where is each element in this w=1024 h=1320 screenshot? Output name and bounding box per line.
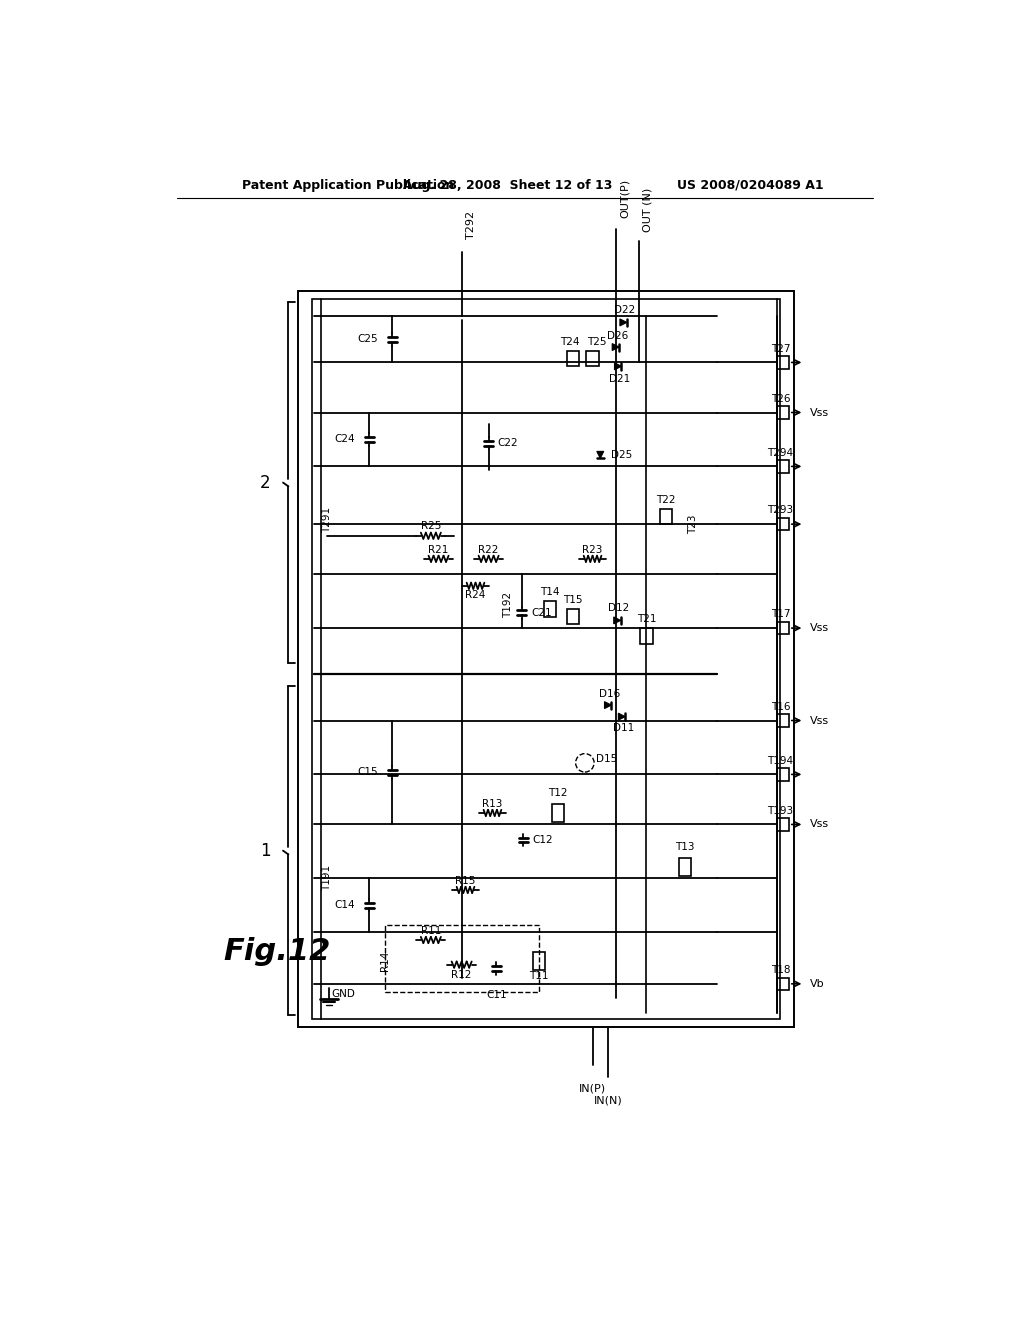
Text: T27: T27 [771, 343, 791, 354]
Bar [640, 628, 652, 644]
Text: T22: T22 [656, 495, 676, 504]
Text: R25: R25 [421, 521, 441, 532]
Text: 1: 1 [260, 842, 270, 859]
Text: R21: R21 [428, 545, 449, 554]
Text: 2: 2 [260, 474, 270, 491]
Text: C24: C24 [335, 434, 355, 445]
Polygon shape [613, 616, 621, 624]
Text: T18: T18 [771, 965, 791, 975]
Text: Vb: Vb [810, 979, 824, 989]
Text: C14: C14 [335, 900, 355, 911]
Bar [385, 924, 539, 991]
Text: R23: R23 [583, 545, 603, 554]
Text: IN(P): IN(P) [579, 1084, 606, 1093]
Bar [312, 298, 780, 1019]
Polygon shape [618, 713, 626, 721]
Text: T292: T292 [466, 211, 475, 239]
Text: D26: D26 [606, 331, 628, 342]
Text: US 2008/0204089 A1: US 2008/0204089 A1 [677, 178, 823, 191]
Text: R12: R12 [452, 970, 472, 981]
Text: R14: R14 [380, 950, 390, 972]
Text: R24: R24 [465, 590, 485, 601]
Bar [776, 407, 788, 418]
Text: T23: T23 [688, 515, 697, 533]
Polygon shape [604, 702, 611, 709]
Text: C11: C11 [486, 990, 507, 1001]
Text: Aug. 28, 2008  Sheet 12 of 13: Aug. 28, 2008 Sheet 12 of 13 [403, 178, 612, 191]
Text: Vss: Vss [810, 408, 828, 417]
Text: Vss: Vss [810, 715, 828, 726]
Polygon shape [620, 319, 627, 326]
Bar [552, 804, 564, 822]
Bar [532, 952, 545, 970]
Bar [776, 978, 788, 990]
Polygon shape [597, 451, 604, 458]
Text: C22: C22 [498, 438, 518, 449]
Text: C15: C15 [357, 767, 379, 777]
Text: D12: D12 [608, 603, 630, 612]
Text: T17: T17 [771, 610, 791, 619]
Bar [587, 351, 599, 367]
Text: Vss: Vss [810, 623, 828, 634]
Text: OUT(P): OUT(P) [620, 180, 630, 218]
Bar [298, 290, 795, 1027]
Text: T12: T12 [548, 788, 567, 797]
Bar [659, 508, 672, 524]
Bar [776, 768, 788, 780]
Bar [776, 517, 788, 531]
Bar [567, 351, 580, 367]
Text: T14: T14 [541, 587, 560, 597]
Bar [776, 356, 788, 368]
Text: T294: T294 [767, 447, 794, 458]
Text: T26: T26 [771, 393, 791, 404]
Text: T13: T13 [675, 842, 694, 851]
Text: R13: R13 [482, 799, 503, 809]
Text: D21: D21 [609, 374, 630, 384]
Text: R11: R11 [421, 925, 441, 936]
Text: T25: T25 [587, 337, 606, 347]
Bar [776, 818, 788, 830]
Text: T21: T21 [637, 614, 656, 624]
Text: D22: D22 [614, 305, 636, 315]
Text: T191: T191 [322, 866, 332, 891]
Bar [679, 858, 691, 876]
Text: C12: C12 [532, 834, 553, 845]
Bar [776, 714, 788, 726]
Text: T24: T24 [560, 337, 580, 347]
Text: D16: D16 [599, 689, 621, 698]
Text: R22: R22 [478, 545, 499, 554]
Text: Fig.12: Fig.12 [223, 937, 331, 966]
Polygon shape [612, 343, 620, 351]
Text: D15: D15 [596, 754, 617, 764]
Polygon shape [614, 363, 622, 370]
Text: GND: GND [332, 989, 355, 999]
Bar [567, 609, 580, 624]
Text: D11: D11 [612, 723, 634, 733]
Text: IN(N): IN(N) [594, 1096, 623, 1105]
Text: C21: C21 [531, 607, 552, 618]
Bar [776, 461, 788, 473]
Text: T291: T291 [322, 507, 332, 533]
Text: T194: T194 [767, 755, 794, 766]
Text: OUT (N): OUT (N) [643, 187, 652, 232]
Bar [544, 601, 556, 616]
Text: Patent Application Publication: Patent Application Publication [243, 178, 455, 191]
Text: T293: T293 [767, 506, 794, 515]
Text: D25: D25 [611, 450, 632, 459]
Text: T16: T16 [771, 702, 791, 711]
Text: T11: T11 [529, 972, 549, 981]
Text: T15: T15 [563, 594, 583, 605]
Bar [776, 622, 788, 635]
Text: R15: R15 [456, 875, 476, 886]
Text: Vss: Vss [810, 820, 828, 829]
Text: C25: C25 [357, 334, 379, 345]
Text: T193: T193 [767, 805, 794, 816]
Text: T192: T192 [503, 591, 513, 618]
